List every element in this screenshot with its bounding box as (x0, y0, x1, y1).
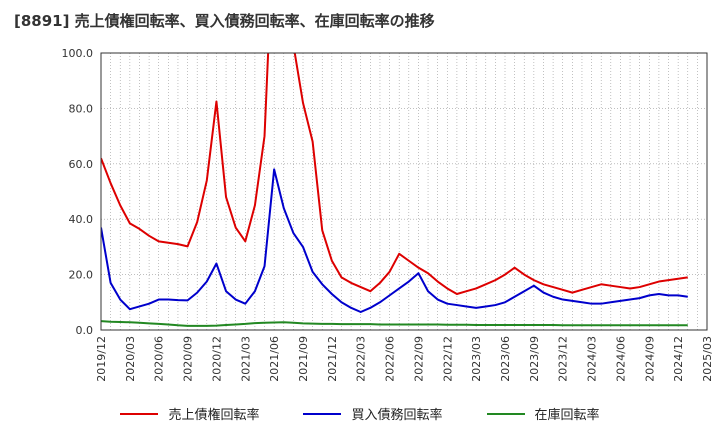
x-tick-label: 2024/09 (643, 336, 656, 382)
x-tick-label: 2021/06 (268, 336, 281, 382)
legend-swatch-red (120, 412, 159, 415)
series-line-2 (101, 320, 688, 327)
x-axis-ticks: 2019/12 2020/03 2020/06 2020/09 2020/12 2021/… (95, 336, 714, 382)
y-tick-label: 60.0 (69, 158, 94, 171)
x-tick-label: 2022/03 (355, 336, 368, 382)
x-tick-label: 2024/06 (614, 336, 627, 382)
x-tick-label: 2022/06 (384, 336, 397, 382)
y-tick-label: 20.0 (69, 269, 94, 282)
x-tick-label: 2020/09 (182, 336, 195, 382)
legend-item-inventory: 在庫回転率 (486, 404, 600, 423)
grid-lines (101, 53, 707, 330)
legend-item-payables: 買入債務回転率 (303, 404, 443, 423)
x-tick-label: 2025/03 (701, 336, 714, 382)
plot-area (101, 53, 707, 330)
y-axis-ticks: 0.0 20.0 40.0 60.0 80.0 100.0 (62, 47, 94, 337)
plot-frame (100, 52, 708, 331)
legend-item-receivables: 売上債権回転率 (120, 404, 259, 423)
x-tick-label: 2021/03 (239, 336, 252, 382)
x-tick-label: 2022/09 (412, 336, 425, 382)
x-tick-label: 2023/09 (528, 336, 541, 382)
y-tick-label: 40.0 (69, 213, 94, 226)
x-tick-label: 2020/12 (210, 336, 223, 382)
series-group (101, 53, 688, 327)
series-line-0 (101, 53, 688, 295)
y-tick-label: 80.0 (69, 102, 94, 115)
legend-swatch-green (486, 412, 525, 415)
chart-title: [8891] 売上債権回転率、買入債務回転率、在庫回転率の推移 (14, 12, 435, 30)
x-tick-label: 2021/09 (297, 336, 310, 382)
x-tick-label: 2023/03 (470, 336, 483, 382)
y-tick-label: 100.0 (62, 47, 94, 60)
x-tick-label: 2019/12 (95, 336, 108, 382)
x-tick-label: 2021/12 (326, 336, 339, 382)
x-tick-label: 2023/12 (557, 336, 570, 382)
legend-swatch-blue (303, 412, 342, 415)
x-tick-label: 2020/03 (124, 336, 137, 382)
y-tick-label: 0.0 (76, 324, 94, 337)
x-tick-label: 2024/03 (586, 336, 599, 382)
x-tick-label: 2023/06 (499, 336, 512, 382)
legend-label: 売上債権回転率 (168, 408, 260, 423)
series-line-1 (101, 168, 688, 313)
x-tick-label: 2022/12 (441, 336, 454, 382)
x-tick-label: 2020/06 (153, 336, 166, 382)
x-tick-label: 2024/12 (672, 336, 685, 382)
legend-label: 買入債務回転率 (351, 408, 443, 423)
legend: 売上債権回転率 買入債務回転率 在庫回転率 (0, 404, 720, 423)
legend-label: 在庫回転率 (534, 408, 600, 423)
